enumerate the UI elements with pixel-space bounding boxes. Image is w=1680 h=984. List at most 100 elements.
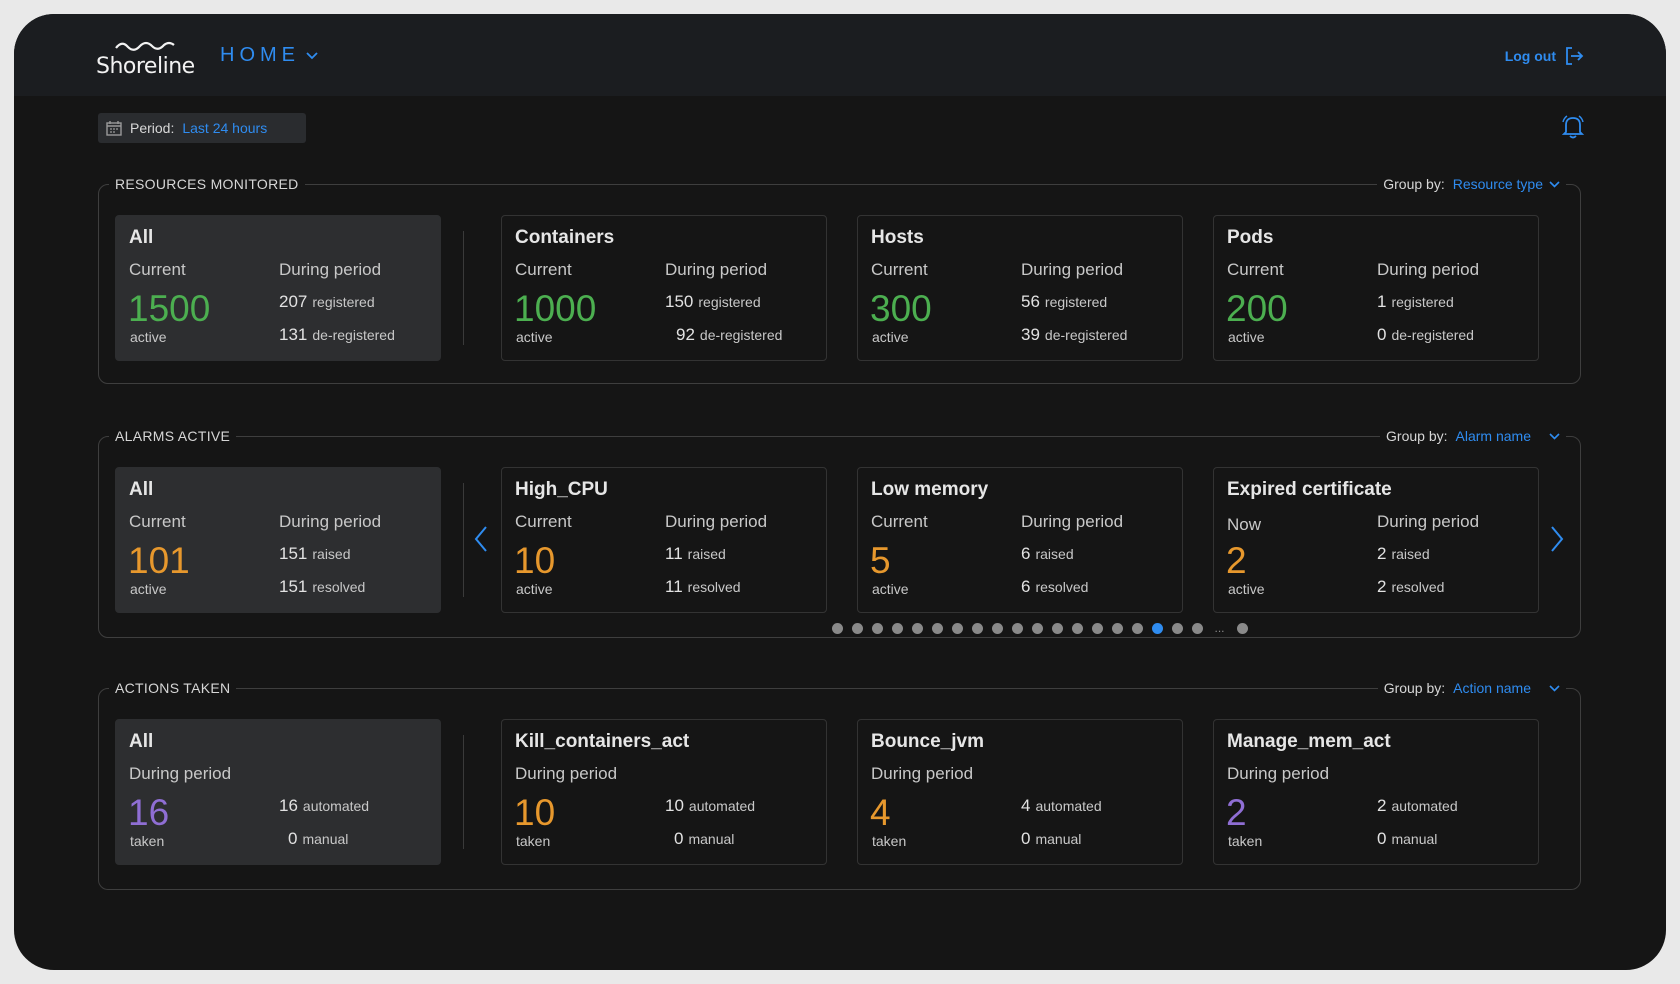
card-title: Kill_containers_act xyxy=(515,731,690,752)
group-by-dropdown[interactable]: Resource type xyxy=(1453,176,1560,192)
resource-card-hosts[interactable]: Hosts Current During period 300 active 5… xyxy=(857,215,1183,361)
card-title: All xyxy=(129,227,154,248)
taken-count: 4 xyxy=(870,792,891,833)
period-value[interactable]: Last 24 hours xyxy=(182,120,268,136)
top-bar: Shoreline HOME Log out xyxy=(14,14,1666,96)
app-window: Shoreline HOME Log out Period: Last 24 h… xyxy=(14,14,1666,970)
logout-icon xyxy=(1566,47,1584,65)
period-label: During period xyxy=(515,764,618,783)
pagination-dot[interactable] xyxy=(1236,622,1248,634)
taken-count: 16 xyxy=(128,792,170,833)
card-title: Bounce_jvm xyxy=(871,731,984,752)
card-title: Low memory xyxy=(871,479,989,500)
current-label: Now xyxy=(1227,515,1262,534)
group-by: Group by: Alarm name xyxy=(1380,428,1566,444)
resource-card-containers[interactable]: Containers Current During period 1000 ac… xyxy=(501,215,827,361)
pagination-dot[interactable] xyxy=(1071,622,1083,634)
pagination-dot[interactable] xyxy=(831,622,843,634)
pagination-dot[interactable] xyxy=(851,622,863,634)
pagination-dot[interactable] xyxy=(991,622,1003,634)
logo-text: Shoreline xyxy=(96,54,195,79)
alarms-section: ALARMS ACTIVE Group by: Alarm name All C… xyxy=(98,428,1581,638)
section-title: ALARMS ACTIVE xyxy=(109,428,237,444)
logout-button[interactable]: Log out xyxy=(1505,46,1584,66)
alarm-card-all[interactable]: All Current During period 101 active 151… xyxy=(115,467,441,613)
home-menu[interactable]: HOME xyxy=(220,44,318,67)
raised-stat: 151 raised xyxy=(279,544,351,563)
active-label: active xyxy=(516,581,553,597)
manual-stat: 0 manual xyxy=(1021,829,1082,848)
action-card-kill-containers[interactable]: Kill_containers_act During period 10 tak… xyxy=(501,719,827,865)
current-label: Current xyxy=(129,260,186,279)
pagination-ellipsis: ... xyxy=(1214,621,1225,635)
pagination-dot[interactable] xyxy=(1091,622,1103,634)
pagination-dot[interactable] xyxy=(1171,622,1183,634)
waves-icon xyxy=(115,41,175,51)
registered-stat: 1 registered xyxy=(1377,292,1454,311)
pagination-dot[interactable] xyxy=(1131,622,1143,634)
resolved-stat: 151 resolved xyxy=(279,577,366,596)
action-card-all[interactable]: All During period 16 taken 16 automated 0… xyxy=(115,719,441,865)
group-by-label: Group by: xyxy=(1386,428,1448,444)
action-card-manage-mem[interactable]: Manage_mem_act During period 2 taken 2 au… xyxy=(1213,719,1539,865)
pagination-dot[interactable] xyxy=(1011,622,1023,634)
shoreline-logo[interactable]: Shoreline xyxy=(96,40,196,79)
period-label: During period xyxy=(1021,512,1124,531)
period-selector[interactable]: Period: Last 24 hours xyxy=(98,113,306,143)
resource-card-all[interactable]: All Current During period 1500 active 20… xyxy=(115,215,441,361)
group-by-label: Group by: xyxy=(1383,680,1446,696)
taken-label: taken xyxy=(872,833,907,849)
active-count: 1500 xyxy=(128,288,211,329)
period-label: During period xyxy=(1377,260,1480,279)
active-label: active xyxy=(130,329,167,345)
automated-stat: 16 automated xyxy=(279,796,370,815)
taken-label: taken xyxy=(1228,833,1263,849)
registered-stat: 150 registered xyxy=(665,292,761,311)
action-card-bounce-jvm[interactable]: Bounce_jvm During period 4 taken 4 automa… xyxy=(857,719,1183,865)
chevron-right-icon[interactable] xyxy=(1549,525,1565,553)
pagination-dot[interactable] xyxy=(911,622,923,634)
pagination-dot[interactable] xyxy=(1111,622,1123,634)
calendar-icon xyxy=(106,121,122,136)
manual-stat: 0 manual xyxy=(1377,829,1438,848)
pagination-dot[interactable] xyxy=(931,622,943,634)
chevron-left-icon[interactable] xyxy=(473,525,489,553)
alarm-card-expired-certificate[interactable]: Expired certificate Now During period 2 … xyxy=(1213,467,1539,613)
deregistered-stat: 131 de-registered xyxy=(279,325,395,344)
current-label: Current xyxy=(871,260,928,279)
pagination-dot[interactable] xyxy=(971,622,983,634)
group-by: Group by: Resource type xyxy=(1377,176,1566,192)
logout-label: Log out xyxy=(1504,48,1556,64)
pagination-dot[interactable] xyxy=(1051,622,1063,634)
period-label: During period xyxy=(1227,764,1330,783)
group-by-value: Action name xyxy=(1453,680,1531,696)
active-label: active xyxy=(872,581,909,597)
active-label: active xyxy=(872,329,909,345)
group-by: Group by: Action name xyxy=(1377,680,1566,696)
chevron-down-icon xyxy=(1549,180,1560,188)
group-by-dropdown[interactable]: Action name xyxy=(1453,680,1560,696)
pagination-dot[interactable] xyxy=(1191,622,1203,634)
active-label: active xyxy=(516,329,553,345)
notifications-button[interactable] xyxy=(1560,114,1586,145)
pagination-dot[interactable] xyxy=(1031,622,1043,634)
automated-stat: 4 automated xyxy=(1021,796,1102,815)
active-label: active xyxy=(130,581,167,597)
active-count: 10 xyxy=(514,540,556,581)
pagination-dot[interactable] xyxy=(891,622,903,634)
carousel-pagination: ... xyxy=(99,621,1580,635)
pagination-dot[interactable] xyxy=(1151,622,1163,634)
group-by-dropdown[interactable]: Alarm name xyxy=(1456,428,1560,444)
chevron-down-icon xyxy=(1549,432,1560,440)
bell-icon xyxy=(1561,115,1585,139)
alarm-card-high-cpu[interactable]: High_CPU Current During period 10 active… xyxy=(501,467,827,613)
pagination-dot[interactable] xyxy=(871,622,883,634)
resolved-stat: 6 resolved xyxy=(1021,577,1089,596)
period-label: During period xyxy=(665,260,768,279)
chevron-down-icon xyxy=(1549,684,1560,692)
period-label: During period xyxy=(1377,512,1480,531)
raised-stat: 6 raised xyxy=(1021,544,1074,563)
alarm-card-low-memory[interactable]: Low memory Current During period 5 activ… xyxy=(857,467,1183,613)
pagination-dot[interactable] xyxy=(951,622,963,634)
